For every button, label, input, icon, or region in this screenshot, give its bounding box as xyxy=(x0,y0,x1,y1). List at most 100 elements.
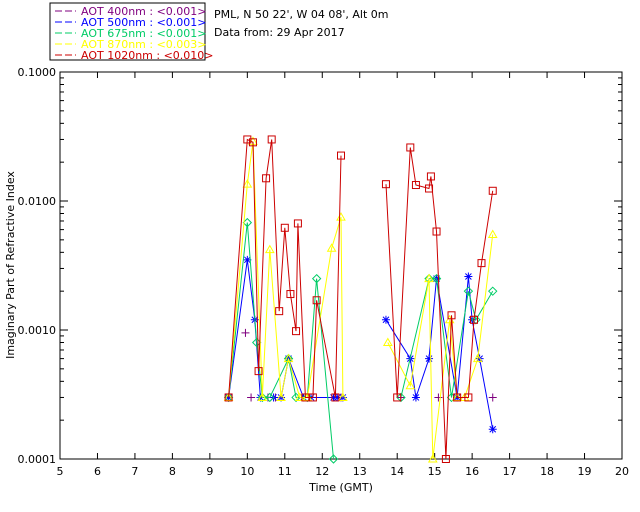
data-point xyxy=(488,425,497,434)
data-point xyxy=(393,393,402,402)
data-point xyxy=(452,392,463,401)
data-point xyxy=(446,392,457,403)
data-point xyxy=(477,259,486,268)
data-point xyxy=(338,392,348,401)
x-tick-label: 8 xyxy=(169,465,176,478)
x-tick-label: 15 xyxy=(428,465,442,478)
data-point xyxy=(434,393,443,402)
data-point xyxy=(264,244,275,254)
legend-label: AOT 1020nm : <0.010> xyxy=(81,49,214,62)
x-tick-label: 16 xyxy=(465,465,479,478)
data-point xyxy=(406,143,415,152)
data-point xyxy=(487,229,498,238)
data-point xyxy=(254,367,263,376)
x-tick-label: 5 xyxy=(57,465,64,478)
data-point xyxy=(331,393,340,402)
data-point xyxy=(464,393,473,402)
data-point xyxy=(425,354,434,363)
series-line xyxy=(228,141,344,398)
data-point xyxy=(381,180,390,189)
data-point xyxy=(405,380,416,390)
data-point xyxy=(248,138,257,147)
x-tick-label: 10 xyxy=(240,465,254,478)
data-point xyxy=(280,223,289,232)
data-point xyxy=(257,392,268,401)
data-point xyxy=(470,315,479,324)
series-line xyxy=(228,222,334,460)
chart-subtitle: Data from: 29 Apr 2017 xyxy=(214,26,345,39)
legend-entry: AOT 1020nm : <0.010> xyxy=(55,49,214,62)
x-tick-label: 7 xyxy=(131,465,138,478)
data-point xyxy=(257,392,268,403)
data-point xyxy=(411,393,420,402)
data-point xyxy=(275,307,284,316)
data-point xyxy=(447,311,456,320)
data-point xyxy=(267,135,276,144)
data-point xyxy=(432,227,441,236)
legend: AOT 400nm : <0.001>AOT 500nm : <0.001>AO… xyxy=(55,5,214,62)
y-tick-label: 0.0001 xyxy=(18,453,57,466)
x-tick-label: 18 xyxy=(540,465,554,478)
x-tick-label: 6 xyxy=(94,465,101,478)
data-point xyxy=(464,272,473,281)
y-tick-label: 0.0010 xyxy=(18,324,57,337)
data-point xyxy=(471,315,481,325)
data-point xyxy=(488,186,497,195)
data-point xyxy=(472,353,483,363)
data-point xyxy=(247,393,256,402)
data-point xyxy=(311,273,322,284)
series-line xyxy=(385,147,494,460)
data-point xyxy=(333,393,342,402)
data-point xyxy=(243,135,252,144)
x-tick-label: 19 xyxy=(578,465,592,478)
data-point xyxy=(286,290,295,299)
legend-label: AOT 500nm : <0.001> xyxy=(81,16,207,29)
chart-title: PML, N 50 22', W 04 08', Alt 0m xyxy=(214,8,388,21)
x-axis-label: Time (GMT) xyxy=(308,481,373,494)
x-tick-label: 13 xyxy=(353,465,367,478)
series-line xyxy=(387,234,494,460)
series-line xyxy=(385,276,494,430)
series-line xyxy=(228,138,342,398)
data-point xyxy=(488,286,498,296)
y-tick-label: 0.0100 xyxy=(18,195,57,208)
x-tick-label: 9 xyxy=(206,465,213,478)
series-4 xyxy=(223,136,498,463)
data-point xyxy=(326,243,337,252)
y-axis: 0.1000 0.0100 0.0010 0.0001 xyxy=(18,66,622,466)
x-tick-label: 12 xyxy=(315,465,329,478)
data-point xyxy=(241,328,250,337)
legend-entry: AOT 400nm : <0.001> xyxy=(55,5,207,18)
data-point xyxy=(488,393,497,402)
data-point xyxy=(283,353,294,364)
data-point xyxy=(262,174,271,183)
y-axis-label: Imaginary Part of Refractive Index xyxy=(4,171,17,359)
data-point xyxy=(242,179,253,188)
series-5 xyxy=(224,135,497,463)
data-point xyxy=(223,392,234,401)
x-axis: 5 6 7 8 9 10 11 12 13 14 15 16 17 18 19 20 xyxy=(57,72,629,478)
series-layer xyxy=(223,135,498,464)
legend-label: AOT 870nm : <0.003> xyxy=(81,38,207,51)
x-tick-label: 11 xyxy=(278,465,292,478)
data-point xyxy=(292,327,301,336)
data-point xyxy=(242,217,253,228)
data-point xyxy=(243,255,252,264)
data-point xyxy=(265,392,275,403)
data-point xyxy=(337,151,345,160)
data-point xyxy=(276,392,286,401)
data-point xyxy=(382,337,393,347)
data-point xyxy=(224,393,233,402)
x-tick-label: 20 xyxy=(615,465,629,478)
data-point xyxy=(425,184,434,193)
legend-entry: AOT 500nm : <0.001> xyxy=(55,16,207,29)
data-point xyxy=(381,315,390,324)
y-tick-label: 0.1000 xyxy=(18,66,57,79)
plot-frame xyxy=(59,71,623,460)
data-point xyxy=(427,453,438,463)
data-point xyxy=(424,273,434,283)
legend-box xyxy=(49,2,206,61)
legend-label: AOT 675nm : <0.001> xyxy=(81,27,207,40)
data-point xyxy=(463,286,474,296)
